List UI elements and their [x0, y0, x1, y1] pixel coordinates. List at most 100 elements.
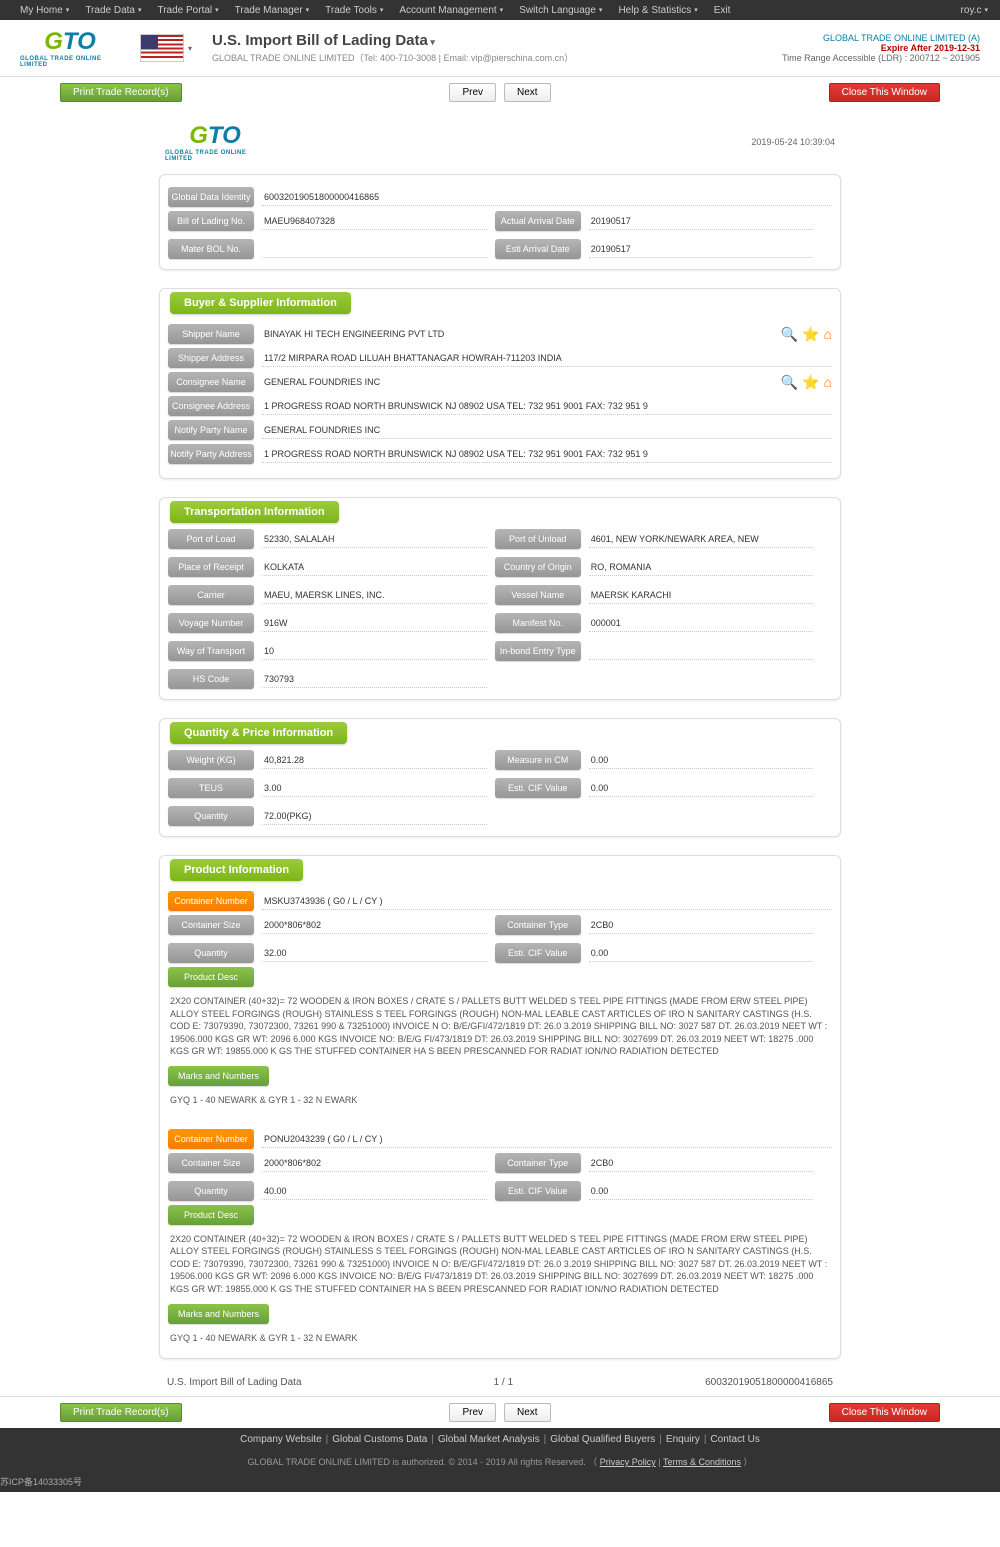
nav-item[interactable]: Trade Portal — [149, 5, 226, 16]
label-measure: Measure in CM — [495, 750, 581, 770]
label-container-type: Container Type — [495, 1153, 581, 1173]
home-icon[interactable]: ⌂ — [824, 326, 832, 343]
timestamp: 2019-05-24 10:39:04 — [751, 137, 835, 147]
star-icon[interactable]: ⭐ — [802, 374, 819, 391]
value-coo: RO, ROMANIA — [589, 558, 814, 576]
search-icon[interactable]: 🔍 — [781, 374, 798, 391]
product-card: Product Information Container NumberMSKU… — [159, 855, 841, 1359]
user-menu[interactable]: roy.c — [961, 5, 988, 16]
quantity-card: Quantity & Price Information Weight (KG)… — [159, 718, 841, 837]
prev-button-bottom[interactable]: Prev — [449, 1403, 496, 1422]
value-container-cif: 0.00 — [589, 944, 814, 962]
value-wot: 10 — [262, 642, 487, 660]
footer-left: U.S. Import Bill of Lading Data — [167, 1377, 302, 1388]
label-container-cif: Esti. CIF Value — [495, 943, 581, 963]
section-title-quantity: Quantity & Price Information — [170, 722, 347, 744]
icp-text: 苏ICP备14033305号 — [0, 1475, 82, 1488]
nav-item[interactable]: Switch Language — [511, 5, 610, 16]
label-pou: Port of Unload — [495, 529, 581, 549]
page-subtitle: GLOBAL TRADE ONLINE LIMITED（Tel: 400-710… — [212, 51, 573, 64]
value-teus: 3.00 — [262, 779, 487, 797]
section-title-transport: Transportation Information — [170, 501, 339, 523]
value-aad: 20190517 — [589, 212, 814, 230]
label-container-number: Container Number — [168, 1129, 254, 1149]
value-manifest: 000001 — [589, 614, 814, 632]
value-shipper: BINAYAK HI TECH ENGINEERING PVT LTD — [262, 325, 773, 343]
home-icon[interactable]: ⌂ — [824, 374, 832, 391]
label-marks: Marks and Numbers — [168, 1304, 269, 1324]
value-container-type: 2CB0 — [589, 916, 814, 934]
toolbar-bottom: Print Trade Record(s) Prev Next Close Th… — [60, 1397, 940, 1428]
label-notifyaddr: Notify Party Address — [168, 444, 254, 464]
close-button[interactable]: Close This Window — [829, 83, 940, 102]
nav-item[interactable]: Trade Manager — [227, 5, 318, 16]
next-button-bottom[interactable]: Next — [504, 1403, 551, 1422]
label-hs: HS Code — [168, 669, 254, 689]
nav-item[interactable]: Help & Statistics — [610, 5, 705, 16]
value-container-cif: 0.00 — [589, 1182, 814, 1200]
footer-page: 1 / 1 — [494, 1377, 513, 1388]
value-bol: MAEU968407328 — [262, 212, 487, 230]
bottom-link[interactable]: Global Market Analysis — [438, 1434, 540, 1445]
identity-card: Global Data Identity60032019051800000416… — [159, 174, 841, 270]
buyer-supplier-card: Buyer & Supplier Information Shipper Nam… — [159, 288, 841, 479]
page-title[interactable]: U.S. Import Bill of Lading Data — [212, 32, 573, 49]
bottom-link[interactable]: Global Qualified Buyers — [550, 1434, 655, 1445]
label-weight: Weight (KG) — [168, 750, 254, 770]
transportation-card: Transportation Information Port of Load 5… — [159, 497, 841, 700]
prev-button[interactable]: Prev — [449, 83, 496, 102]
label-shipper: Shipper Name — [168, 324, 254, 344]
value-container-qty: 32.00 — [262, 944, 487, 962]
bottom-link[interactable]: Global Customs Data — [332, 1434, 427, 1445]
label-teus: TEUS — [168, 778, 254, 798]
logo-subtitle: GLOBAL TRADE ONLINE LIMITED — [20, 56, 120, 68]
value-cif: 0.00 — [589, 779, 814, 797]
top-nav-left: My HomeTrade DataTrade PortalTrade Manag… — [12, 5, 738, 16]
value-measure: 0.00 — [589, 751, 814, 769]
copyright: 苏ICP备14033305号 GLOBAL TRADE ONLINE LIMIT… — [0, 1451, 1000, 1492]
value-marks: GYQ 1 - 40 NEWARK & GYR 1 - 32 N EWARK — [168, 1090, 832, 1111]
value-consignee: GENERAL FOUNDRIES INC — [262, 373, 773, 391]
value-shipaddr: 117/2 MIRPARA ROAD LILUAH BHATTANAGAR HO… — [262, 349, 832, 367]
label-pol: Port of Load — [168, 529, 254, 549]
bottom-link[interactable]: Enquiry — [666, 1434, 700, 1445]
value-container-size: 2000*806*802 — [262, 1154, 487, 1172]
bottom-link[interactable]: Contact Us — [710, 1434, 759, 1445]
value-product-desc: 2X20 CONTAINER (40+32)= 72 WOODEN & IRON… — [168, 1229, 832, 1300]
main-logo[interactable]: GTO GLOBAL TRADE ONLINE LIMITED — [20, 28, 120, 68]
label-manifest: Manifest No. — [495, 613, 581, 633]
nav-item[interactable]: Trade Tools — [317, 5, 391, 16]
nav-item[interactable]: My Home — [12, 5, 77, 16]
country-flag-selector[interactable] — [140, 34, 192, 62]
nav-item[interactable]: Account Management — [391, 5, 511, 16]
star-icon[interactable]: ⭐ — [802, 326, 819, 343]
page-header: GTO GLOBAL TRADE ONLINE LIMITED U.S. Imp… — [0, 20, 1000, 77]
value-gdi: 60032019051800000416865 — [262, 188, 832, 206]
nav-item[interactable]: Trade Data — [77, 5, 149, 16]
label-container-qty: Quantity — [168, 943, 254, 963]
bottom-link[interactable]: Company Website — [240, 1434, 322, 1445]
label-ead: Esti Arrival Date — [495, 239, 581, 259]
privacy-link[interactable]: Privacy Policy — [600, 1457, 656, 1467]
nav-exit[interactable]: Exit — [706, 5, 739, 16]
value-carrier: MAEU, MAERSK LINES, INC. — [262, 586, 487, 604]
section-title-buyer-supplier: Buyer & Supplier Information — [170, 292, 351, 314]
value-notifyaddr: 1 PROGRESS ROAD NORTH BRUNSWICK NJ 08902… — [262, 445, 832, 463]
print-button[interactable]: Print Trade Record(s) — [60, 83, 182, 102]
value-pol: 52330, SALALAH — [262, 530, 487, 548]
section-title-product: Product Information — [170, 859, 303, 881]
value-por: KOLKATA — [262, 558, 487, 576]
terms-link[interactable]: Terms & Conditions — [663, 1457, 741, 1467]
next-button[interactable]: Next — [504, 83, 551, 102]
label-container-size: Container Size — [168, 915, 254, 935]
record-container: GTO GLOBAL TRADE ONLINE LIMITED 2019-05-… — [155, 118, 845, 1359]
search-icon[interactable]: 🔍 — [781, 326, 798, 343]
close-button-bottom[interactable]: Close This Window — [829, 1403, 940, 1422]
print-button-bottom[interactable]: Print Trade Record(s) — [60, 1403, 182, 1422]
label-aad: Actual Arrival Date — [495, 211, 581, 231]
label-qty: Quantity — [168, 806, 254, 826]
value-weight: 40,821.28 — [262, 751, 487, 769]
label-carrier: Carrier — [168, 585, 254, 605]
label-container-qty: Quantity — [168, 1181, 254, 1201]
label-voyage: Voyage Number — [168, 613, 254, 633]
